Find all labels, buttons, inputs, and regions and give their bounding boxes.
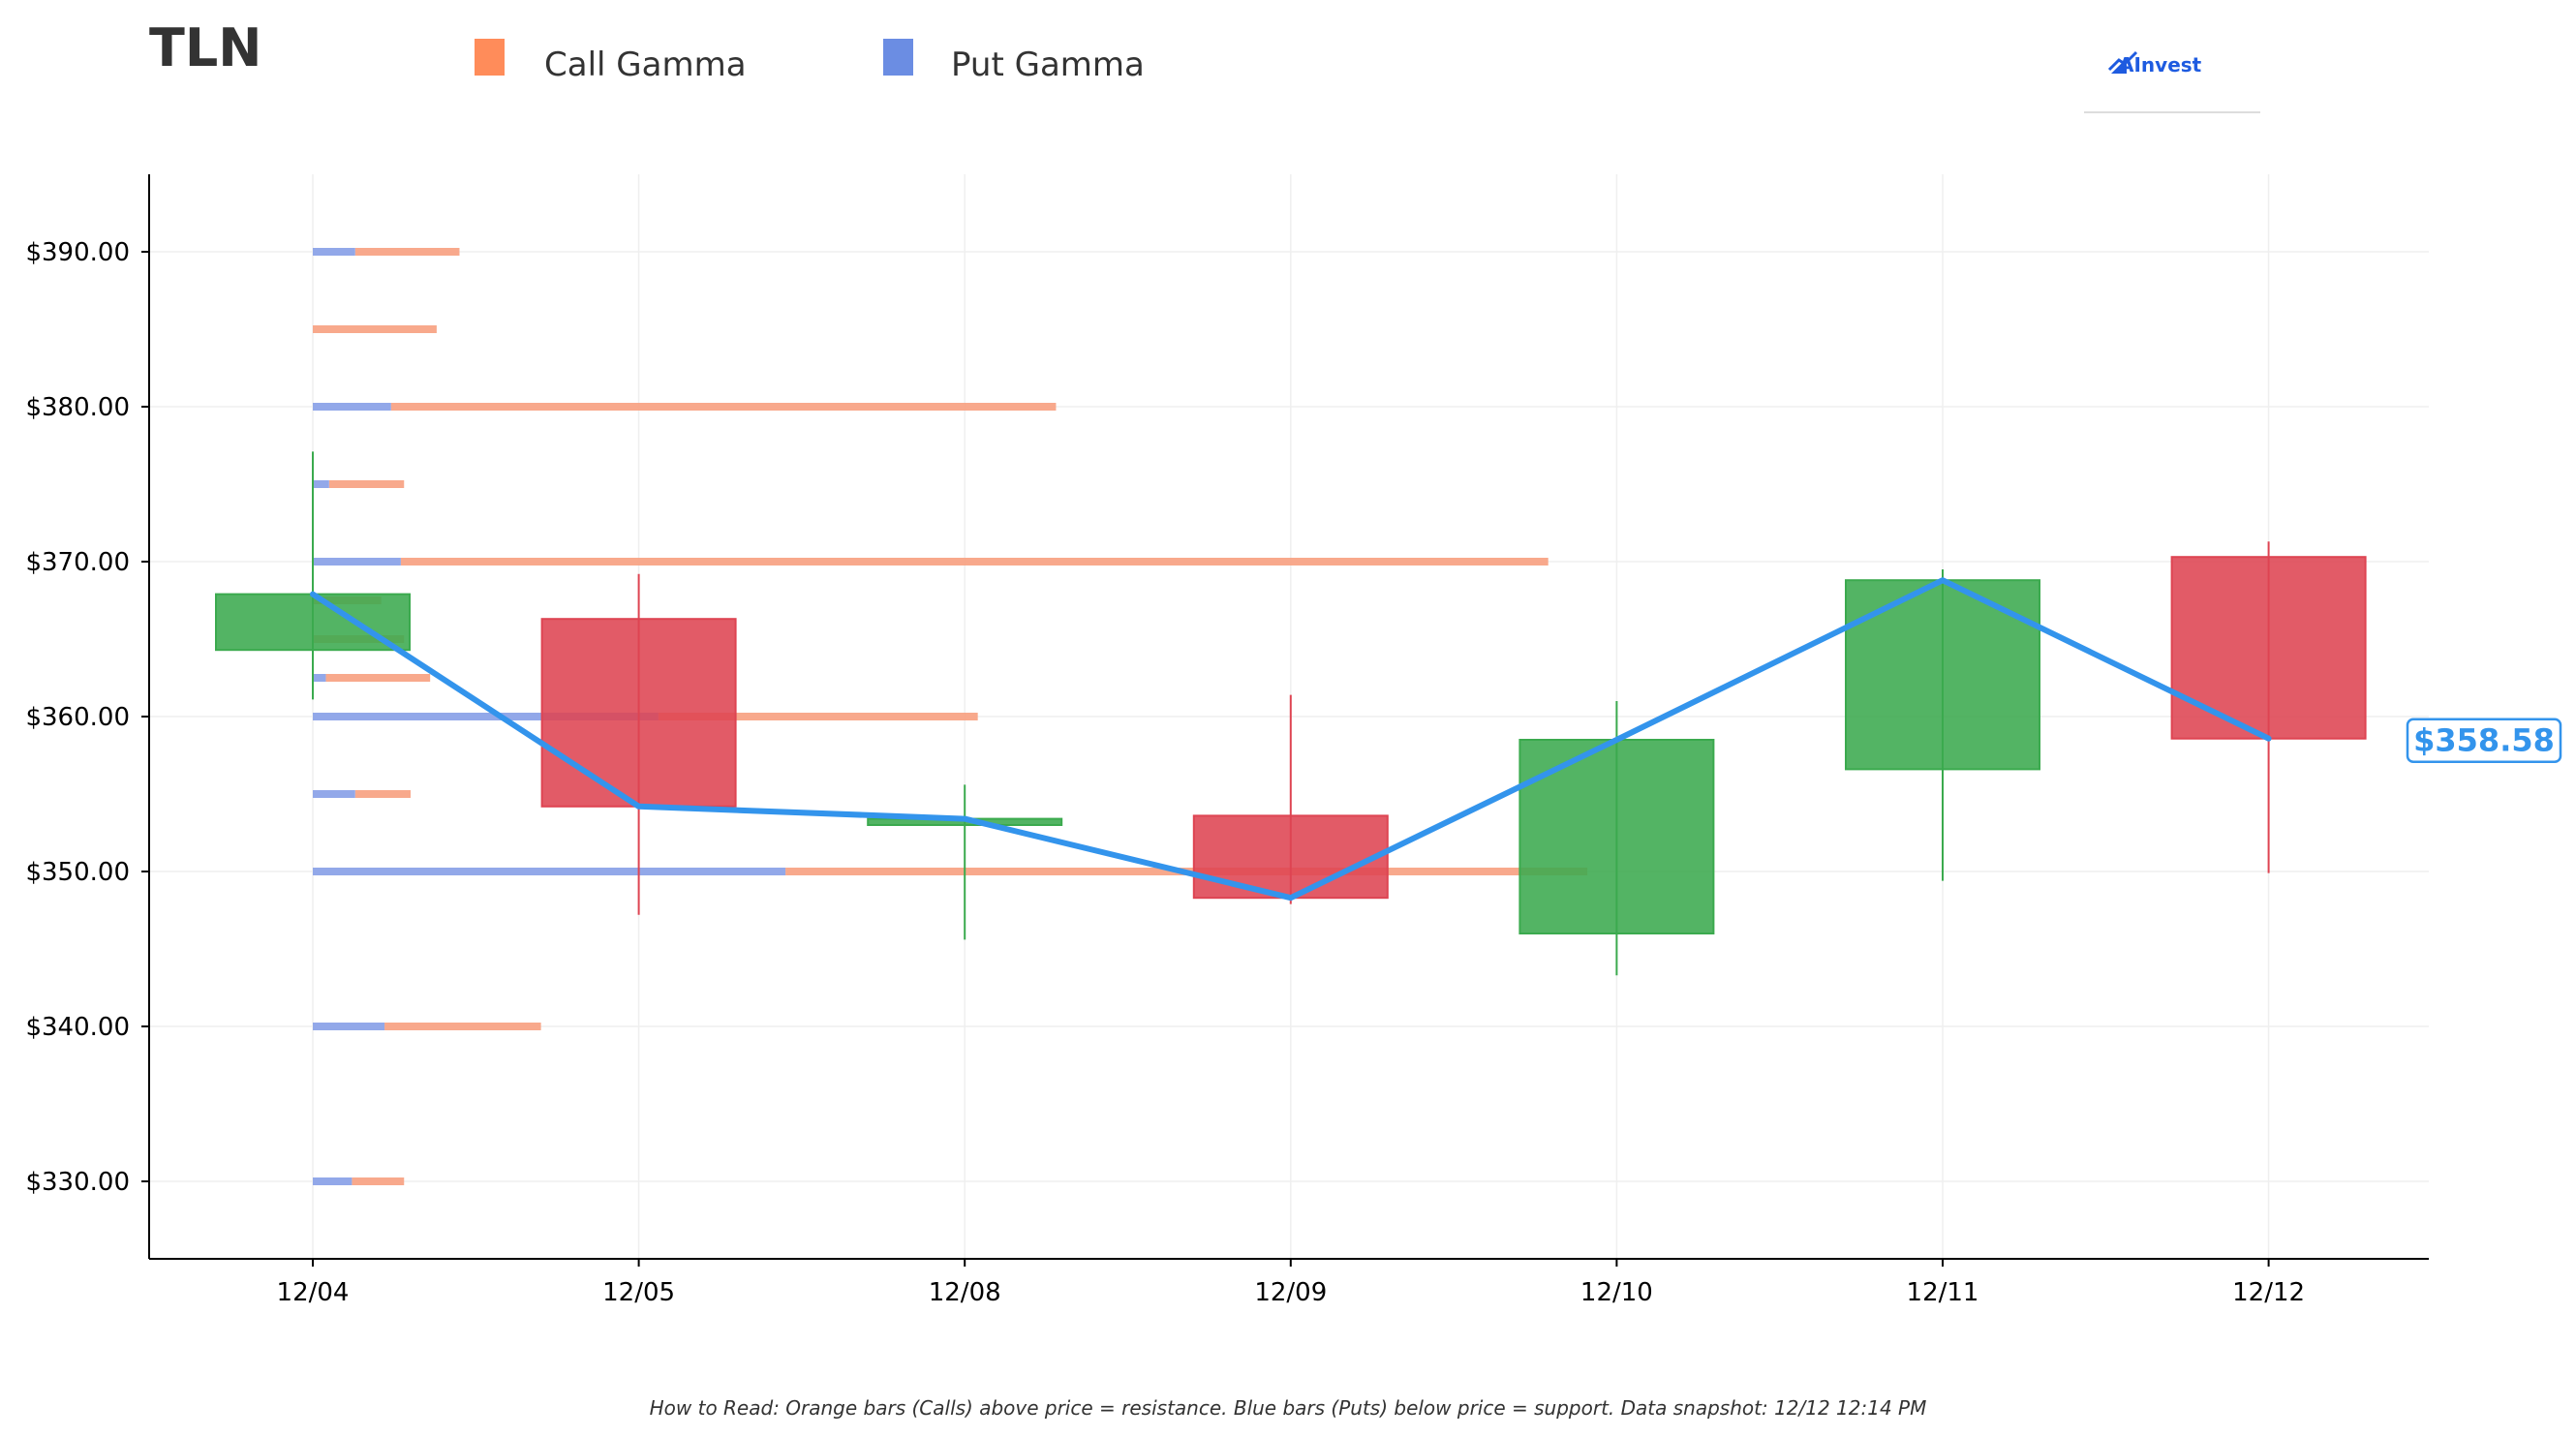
candle-body-12-09 <box>1192 814 1389 900</box>
close-line-path <box>310 577 2272 902</box>
x-tick-label-4: 12/10 <box>1580 1278 1653 1307</box>
call-gamma-bar-2 <box>390 403 1057 411</box>
x-tick-label-5: 12/11 <box>1907 1278 1979 1307</box>
y-tick-label-6: $390.00 <box>25 238 130 267</box>
candles <box>215 451 2367 976</box>
candle-body-12-12 <box>2170 556 2367 740</box>
x-tick-label-2: 12/08 <box>929 1278 1001 1307</box>
y-tick-label-3: $360.00 <box>25 703 130 732</box>
y-tick-label-4: $370.00 <box>25 548 130 577</box>
put-gamma-bar-10 <box>313 868 786 875</box>
put-gamma-bar-2 <box>313 403 391 411</box>
put-gamma-bar-0 <box>313 248 355 256</box>
put-gamma-bar-3 <box>313 480 329 488</box>
x-tick-label-1: 12/05 <box>602 1278 675 1307</box>
y-tick-label-1: $340.00 <box>25 1013 130 1042</box>
y-tick-label-5: $380.00 <box>25 393 130 422</box>
put-gamma-bar-11 <box>313 1023 385 1030</box>
axes: $330.00 $340.00 $350.00 $360.00 $370.00 $380.… <box>25 174 2429 1307</box>
candle-body-12-10 <box>1518 739 1715 934</box>
call-gamma-bar-1 <box>313 325 437 333</box>
call-gamma-bar-12 <box>352 1177 405 1185</box>
put-gamma-bar-9 <box>313 790 355 798</box>
footnote: How to Read: Orange bars (Calls) above p… <box>650 1396 1927 1420</box>
candle-body-12-11 <box>1845 579 2040 771</box>
call-gamma-bar-9 <box>354 790 411 798</box>
candle-body-12-05 <box>540 618 737 808</box>
gamma-bars <box>313 248 1588 1185</box>
y-tick-label-0: $330.00 <box>25 1168 130 1197</box>
call-gamma-bar-3 <box>328 480 405 488</box>
legend-label-put-gamma: Put Gamma <box>951 46 1145 84</box>
x-tick-label-6: 12/12 <box>2232 1278 2305 1307</box>
last-price-badge: $358.58 <box>2406 718 2562 763</box>
call-gamma-bar-11 <box>384 1023 541 1030</box>
y-tick-label-2: $350.00 <box>25 858 130 887</box>
put-gamma-bar-7 <box>313 674 326 682</box>
brand-name: AInvest <box>2119 53 2202 76</box>
legend-swatch-put-gamma <box>883 39 913 76</box>
put-gamma-bar-12 <box>313 1177 353 1185</box>
chart-title: TLN <box>149 17 261 78</box>
legend-swatch-call-gamma <box>475 39 505 76</box>
close-price-line <box>310 577 2272 902</box>
brand-logo: AInvest <box>2084 50 2260 113</box>
call-gamma-bar-7 <box>325 674 431 682</box>
last-price-label: $358.58 <box>2413 722 2555 759</box>
put-gamma-bar-4 <box>313 558 401 566</box>
x-tick-label-0: 12/04 <box>277 1278 350 1307</box>
x-tick-label-3: 12/09 <box>1254 1278 1327 1307</box>
put-gamma-bar-8 <box>313 713 659 720</box>
call-gamma-bar-4 <box>400 558 1549 566</box>
call-gamma-bar-8 <box>658 713 978 720</box>
call-gamma-bar-0 <box>354 248 460 256</box>
legend-label-call-gamma: Call Gamma <box>544 46 747 84</box>
